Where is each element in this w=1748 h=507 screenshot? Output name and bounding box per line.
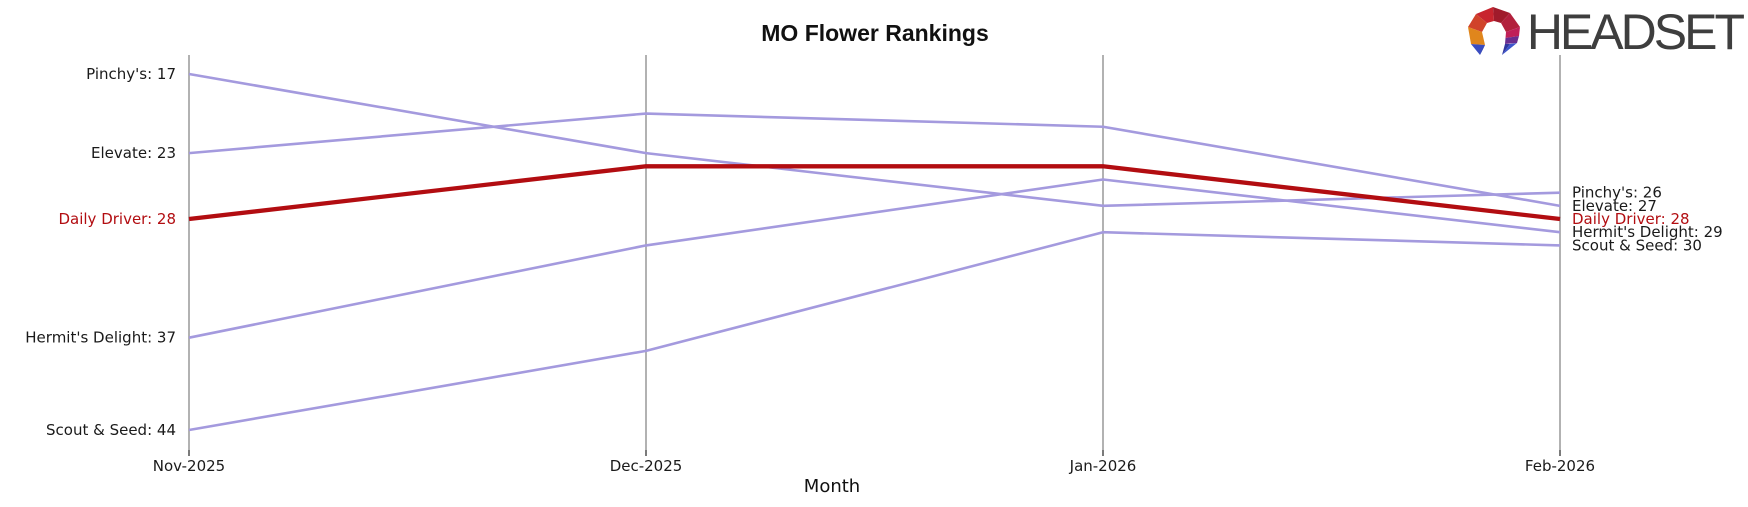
series-line-elevate [188,112,1561,208]
series-line-daily-driver [188,164,1561,222]
left-label-daily-driver: Daily Driver: 28 [58,210,176,228]
x-tick-label-jan-2026: Jan-2026 [1069,457,1137,475]
right-label-scout-seed: Scout & Seed: 30 [1572,236,1702,254]
left-label-scout-seed: Scout & Seed: 44 [46,421,176,439]
headset-logo-text: HEADSET [1526,4,1745,60]
x-tick-label-nov-2025: Nov-2025 [153,457,225,475]
right-label-pinchy-s: Pinchy's: 26 [1572,184,1662,202]
x-tick-label-dec-2025: Dec-2025 [610,457,683,475]
series-line-pinchy-s [188,72,1561,208]
x-axis-label: Month [803,476,861,497]
headset-logo-icon [1467,7,1520,55]
series-line-hermit-s-delight [188,178,1561,339]
right-label-hermit-s-delight: Hermit's Delight: 29 [1572,223,1723,241]
headset-logo: HEADSET [1466,4,1745,60]
left-label-pinchy-s: Pinchy's: 17 [86,65,176,83]
right-label-daily-driver: Daily Driver: 28 [1572,210,1690,228]
right-label-elevate: Elevate: 27 [1572,197,1657,215]
series-line-scout-seed [188,230,1561,432]
left-label-elevate: Elevate: 23 [91,144,176,162]
x-tick-label-feb-2026: Feb-2026 [1525,457,1595,475]
left-label-hermit-s-delight: Hermit's Delight: 37 [25,329,176,347]
chart-title: MO Flower Rankings [761,20,989,46]
